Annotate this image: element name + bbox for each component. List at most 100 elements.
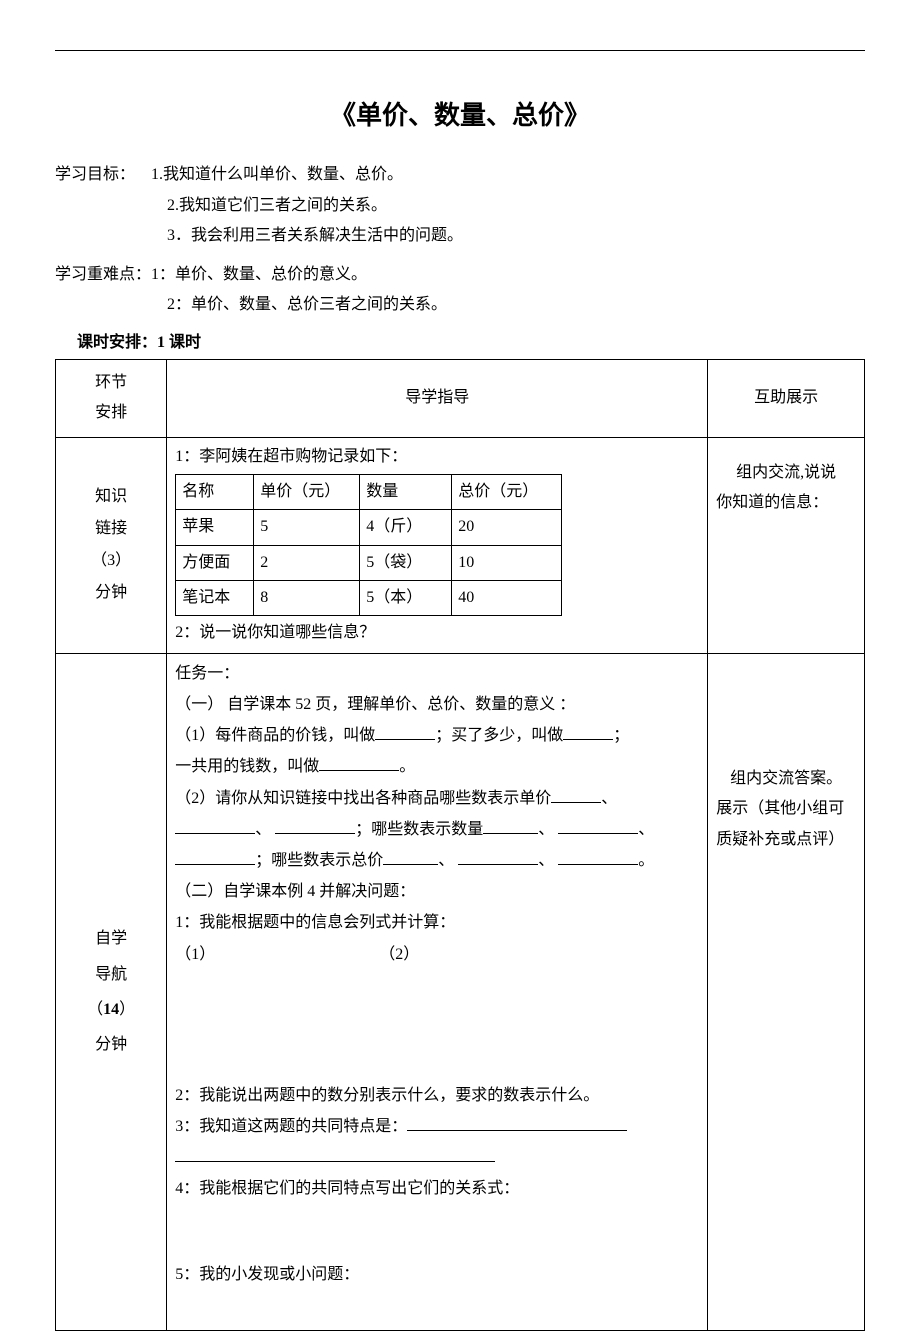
cell: 苹果 (176, 510, 254, 545)
cell: 笔记本 (176, 581, 254, 616)
cell: 5 (254, 510, 360, 545)
txt: ； (613, 727, 629, 744)
page-top-rule (55, 50, 865, 51)
task1-p1: （一） 自学课本 52 页，理解单价、总价、数量的意义 ： (175, 689, 699, 720)
txt: 、 (538, 852, 554, 869)
blank (558, 849, 638, 865)
sec2-left-l2: 导航 (64, 957, 158, 992)
sec1-left-l2: 链接 (64, 513, 158, 545)
blank (375, 724, 435, 740)
task1-p11b (175, 1142, 699, 1173)
blank (558, 818, 638, 834)
objective-item-3: 3．我会利用三者关系解决生活中的问题。 (55, 221, 865, 251)
cell: 5（本） (360, 581, 452, 616)
sec1-left-l4: 分钟 (64, 577, 158, 609)
blank (483, 818, 538, 834)
txt: 一共用的钱数，叫做 (175, 758, 319, 775)
sec1-right-l2: 你知道的信息： (716, 488, 856, 518)
difficulties-label: 学习重难点： (55, 260, 151, 290)
sec2-right-l1: 组内交流答案。 (716, 764, 856, 794)
table-row: 苹果 5 4（斤） 20 (176, 510, 562, 545)
cell: 方便面 (176, 545, 254, 580)
work-space-3 (175, 1291, 699, 1326)
sec1-intro: 1：李阿姨在超市购物记录如下： (175, 442, 699, 472)
txt: 、 (538, 821, 554, 838)
sec2-left-l1: 自学 (64, 921, 158, 956)
sec1-outro: 2：说一说你知道哪些信息？ (175, 618, 699, 648)
txt: 。 (638, 852, 654, 869)
objectives-label: 学习目标： (55, 160, 135, 190)
task1-p2: （1）每件商品的价钱，叫做 ；买了多少，叫做 ； (175, 720, 699, 751)
shop-header-qty: 数量 (360, 474, 452, 509)
sec1-right-l1: 组内交流,说说 (716, 458, 856, 488)
objective-item-1: 1.我知道什么叫单价、数量、总价。 (151, 160, 403, 190)
header-col1-line1: 环节 (60, 368, 162, 398)
class-schedule: 课时安排：1 课时 (55, 328, 865, 358)
cell: 20 (452, 510, 562, 545)
cell: 5（袋） (360, 545, 452, 580)
task1-p9: （1） （2） (175, 939, 699, 970)
work-space (175, 970, 699, 1080)
blank (551, 787, 601, 803)
q1-label: （1） (175, 939, 375, 970)
txt: 、 (638, 821, 654, 838)
main-table: 环节 安排 导学指导 互助展示 知识 链接 （3） 分钟 1：李阿姨在超市购物记… (55, 359, 865, 1331)
shop-header-price: 单价（元） (254, 474, 360, 509)
cell: 2 (254, 545, 360, 580)
objective-item-2: 2.我知道它们三者之间的关系。 (55, 191, 865, 221)
difficulty-item-1: 1：单价、数量、总价的意义。 (151, 260, 367, 290)
blank (383, 849, 438, 865)
txt: 、 (601, 790, 617, 807)
document-title: 《单价、数量、总价》 (55, 91, 865, 140)
txt: （1）每件商品的价钱，叫做 (175, 727, 375, 744)
txt: （2）请你从知识链接中找出各种商品哪些数表示单价 (175, 790, 551, 807)
task1-p3: 一共用的钱数，叫做 。 (175, 751, 699, 782)
cell: 4（斤） (360, 510, 452, 545)
task1-p12: 4：我能根据它们的共同特点写出它们的关系式： (175, 1173, 699, 1204)
shop-header-name: 名称 (176, 474, 254, 509)
learning-objectives: 学习目标： 1.我知道什么叫单价、数量、总价。 2.我知道它们三者之间的关系。 … (55, 160, 865, 251)
txt: ；哪些数表示数量 (355, 821, 483, 838)
q2-label: （2） (379, 939, 419, 970)
header-col1-line2: 安排 (60, 398, 162, 428)
task1-p8: 1：我能根据题中的信息会列式并计算： (175, 907, 699, 938)
task1-p11: 3：我知道这两题的共同特点是： (175, 1111, 699, 1142)
txt: ；买了多少，叫做 (435, 727, 563, 744)
shop-header-total: 总价（元） (452, 474, 562, 509)
blank (175, 1146, 495, 1162)
task1-p4: （2）请你从知识链接中找出各种商品哪些数表示单价 、 (175, 783, 699, 814)
blank (458, 849, 538, 865)
task1-p6: ；哪些数表示总价 、 、 。 (175, 845, 699, 876)
blank (563, 724, 613, 740)
txt: 、 (438, 852, 454, 869)
blank (407, 1115, 627, 1131)
task1-p5: 、 ；哪些数表示数量 、 、 (175, 814, 699, 845)
task1-p7: （二）自学课本例 4 并解决问题： (175, 876, 699, 907)
main-table-header: 环节 安排 导学指导 互助展示 (56, 359, 865, 437)
cell: 10 (452, 545, 562, 580)
txt: 、 (255, 821, 271, 838)
sec1-left-l3: （3） (64, 545, 158, 577)
blank (275, 818, 355, 834)
sec1-left-l1: 知识 (64, 481, 158, 513)
cell: 8 (254, 581, 360, 616)
table-row: 方便面 2 5（袋） 10 (176, 545, 562, 580)
task1-p13: 5：我的小发现或小问题： (175, 1259, 699, 1290)
section-self-study: 自学 导航 （14） 分钟 任务一： （一） 自学课本 52 页，理解单价、总价… (56, 653, 865, 1330)
task1-p10: 2：我能说出两题中的数分别表示什么，要求的数表示什么。 (175, 1080, 699, 1111)
txt: 。 (399, 758, 415, 775)
schedule-value: 1 课时 (157, 334, 201, 351)
schedule-label: 课时安排： (77, 334, 157, 351)
header-col3: 互助展示 (708, 359, 865, 437)
sec2-right-l2: 展示（其他小组可 (716, 794, 856, 824)
task1-label: 任务一： (175, 658, 699, 689)
table-row: 名称 单价（元） 数量 总价（元） (176, 474, 562, 509)
sec2-left-l4: 分钟 (64, 1027, 158, 1062)
shopping-table: 名称 单价（元） 数量 总价（元） 苹果 5 4（斤） 20 方便面 2 5（袋… (175, 474, 562, 617)
section-knowledge-link: 知识 链接 （3） 分钟 1：李阿姨在超市购物记录如下： 名称 单价（元） 数量… (56, 437, 865, 653)
txt: ；哪些数表示总价 (255, 852, 383, 869)
sec2-right-l3: 质疑补充或点评） (716, 825, 856, 855)
blank (175, 849, 255, 865)
header-col2: 导学指导 (167, 359, 708, 437)
txt: 3：我知道这两题的共同特点是： (175, 1118, 407, 1135)
